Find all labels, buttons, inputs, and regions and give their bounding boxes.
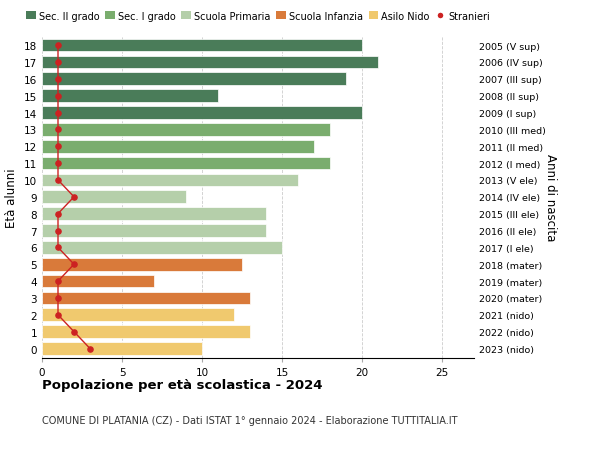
Bar [42, 73, 346, 86]
Bar [42, 107, 362, 119]
Point [53, 160, 63, 168]
Point [53, 59, 63, 67]
Bar [42, 90, 218, 103]
Point [53, 211, 63, 218]
Bar [42, 157, 330, 170]
Point [53, 76, 63, 83]
Bar [42, 292, 250, 305]
Point [53, 227, 63, 235]
Bar [42, 309, 234, 321]
Bar [42, 39, 362, 52]
Point [53, 295, 63, 302]
Point [53, 278, 63, 285]
Bar [42, 140, 314, 153]
Point [69, 194, 79, 201]
Bar [42, 56, 378, 69]
Bar [42, 275, 154, 288]
Bar [42, 124, 330, 136]
Point [53, 42, 63, 50]
Bar [42, 325, 250, 338]
Point [53, 110, 63, 117]
Point [53, 93, 63, 100]
Bar [42, 241, 282, 254]
Bar [42, 342, 202, 355]
Y-axis label: Anni di nascita: Anni di nascita [544, 154, 557, 241]
Bar [42, 258, 242, 271]
Text: Popolazione per età scolastica - 2024: Popolazione per età scolastica - 2024 [42, 379, 323, 392]
Point [53, 177, 63, 184]
Point [85, 345, 95, 353]
Point [53, 312, 63, 319]
Bar [42, 208, 266, 220]
Text: COMUNE DI PLATANIA (CZ) - Dati ISTAT 1° gennaio 2024 - Elaborazione TUTTITALIA.I: COMUNE DI PLATANIA (CZ) - Dati ISTAT 1° … [42, 415, 458, 425]
Point [53, 126, 63, 134]
Bar [42, 191, 186, 204]
Point [53, 244, 63, 252]
Bar [42, 174, 298, 187]
Point [69, 328, 79, 336]
Y-axis label: Età alunni: Età alunni [5, 168, 19, 227]
Legend: Sec. II grado, Sec. I grado, Scuola Primaria, Scuola Infanzia, Asilo Nido, Stran: Sec. II grado, Sec. I grado, Scuola Prim… [22, 8, 494, 25]
Bar [42, 225, 266, 237]
Point [69, 261, 79, 269]
Point [53, 143, 63, 151]
